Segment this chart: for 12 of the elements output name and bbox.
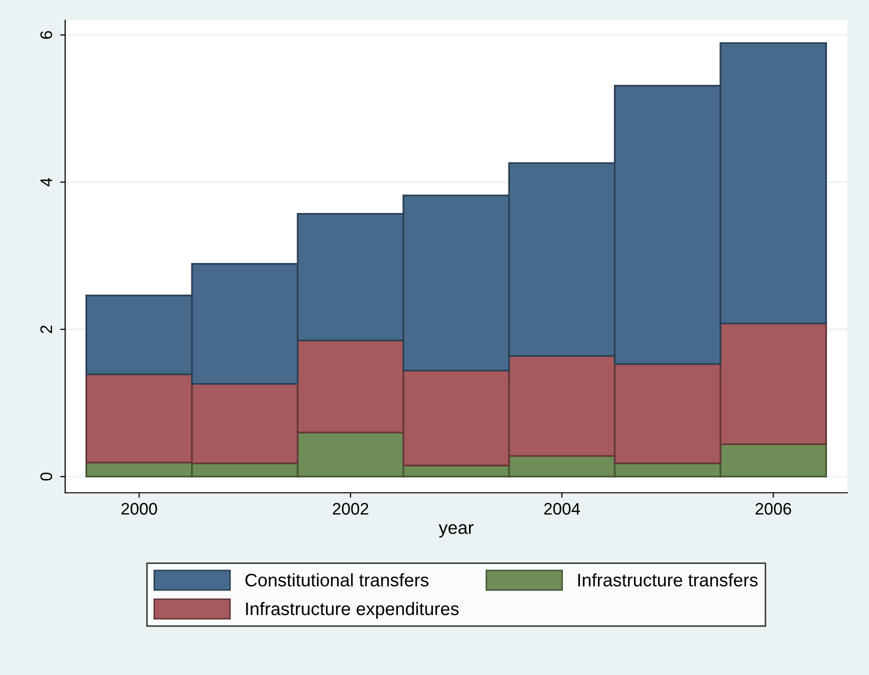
y-tick-label: 4 xyxy=(40,178,52,186)
x-tick-label: 2002 xyxy=(332,502,368,515)
legend-label: Infrastructure expenditures xyxy=(246,602,459,619)
y-tick-label: 0 xyxy=(40,472,52,481)
legend-label: Infrastructure transfers xyxy=(578,573,758,586)
x-tick-label: 2004 xyxy=(544,502,580,515)
x-tick-label: 2006 xyxy=(756,502,792,515)
x-axis-title: year xyxy=(438,524,474,538)
x-tick-label: 2000 xyxy=(121,502,158,515)
legend-label: Constitutional transfers xyxy=(245,573,429,586)
y-tick-label: 2 xyxy=(40,326,52,334)
y-tick-label: 6 xyxy=(40,31,52,39)
